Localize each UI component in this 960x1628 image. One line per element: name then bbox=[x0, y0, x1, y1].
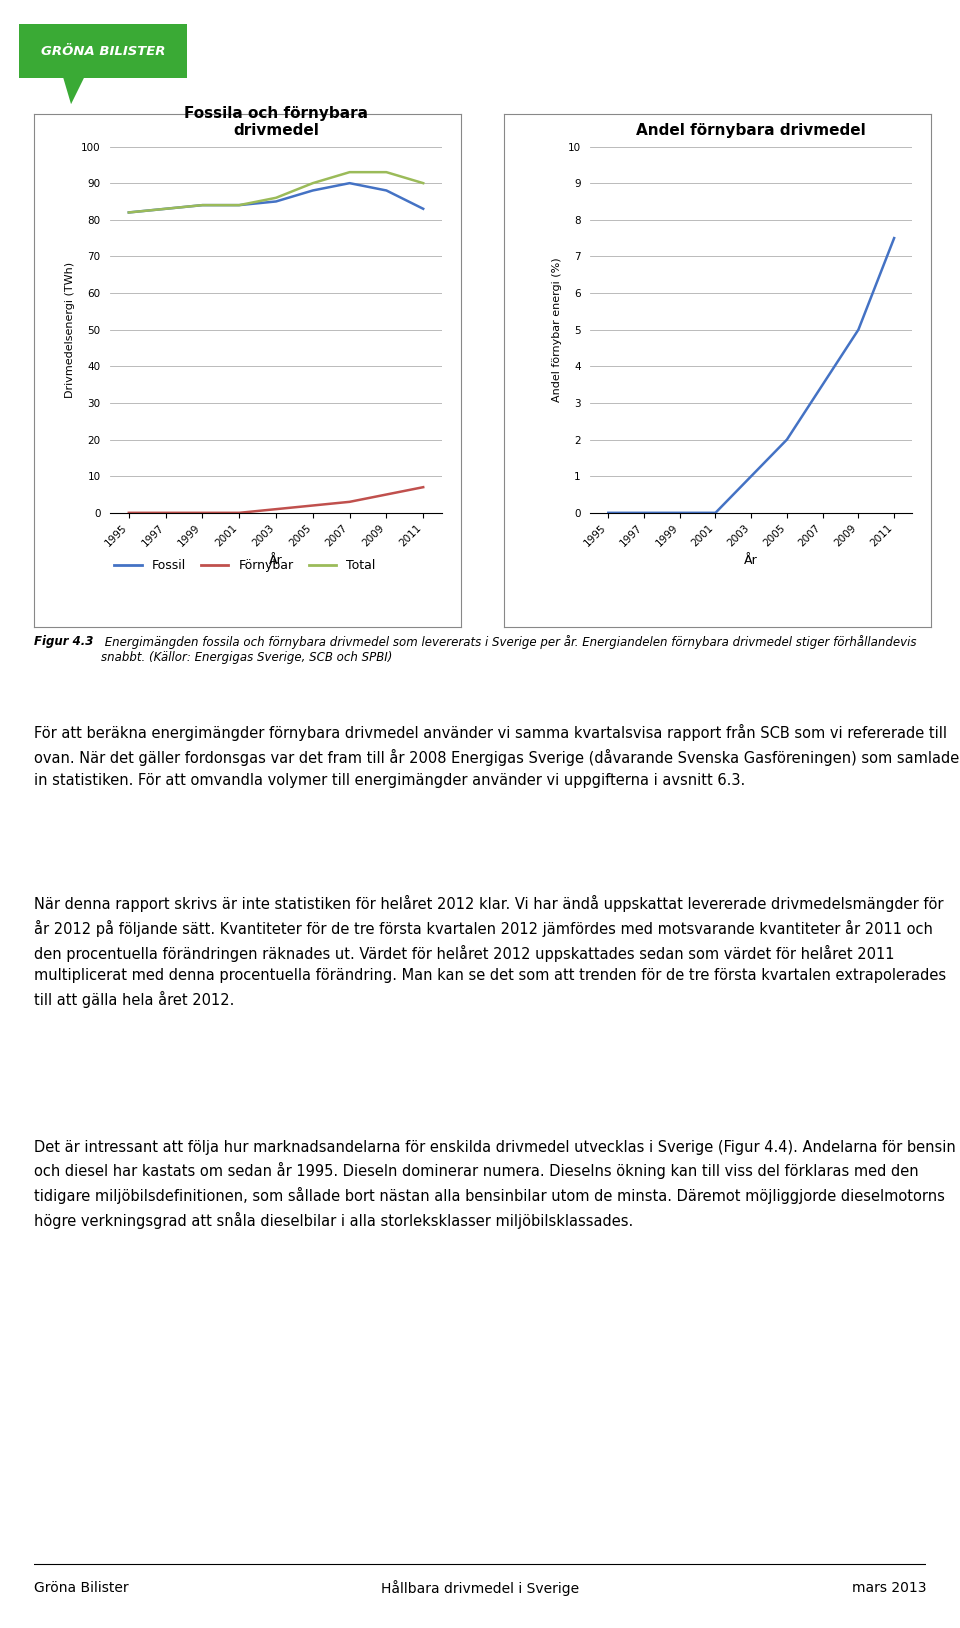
Text: Energimängden fossila och förnybara drivmedel som levererats i Sverige per år. E: Energimängden fossila och förnybara driv… bbox=[101, 635, 916, 664]
Text: Hållbara drivmedel i Sverige: Hållbara drivmedel i Sverige bbox=[381, 1581, 579, 1595]
Text: När denna rapport skrivs är inte statistiken för helåret 2012 klar. Vi har ändå : När denna rapport skrivs är inte statist… bbox=[34, 895, 946, 1008]
X-axis label: År: År bbox=[269, 554, 283, 567]
X-axis label: År: År bbox=[744, 554, 758, 567]
Title: Andel förnybara drivmedel: Andel förnybara drivmedel bbox=[636, 124, 866, 138]
Text: Det är intressant att följa hur marknadsandelarna för enskilda drivmedel utveckl: Det är intressant att följa hur marknads… bbox=[34, 1140, 955, 1229]
Text: Figur 4.3: Figur 4.3 bbox=[34, 635, 93, 648]
Polygon shape bbox=[62, 75, 85, 104]
Legend: Fossil, Förnybar, Total: Fossil, Förnybar, Total bbox=[109, 554, 380, 578]
Y-axis label: Andel förnybar energi (%): Andel förnybar energi (%) bbox=[552, 257, 562, 402]
Text: GRÖNA BILISTER: GRÖNA BILISTER bbox=[41, 46, 165, 57]
Text: Gröna Bilister: Gröna Bilister bbox=[34, 1581, 129, 1595]
Text: mars 2013: mars 2013 bbox=[852, 1581, 926, 1595]
Title: Fossila och förnybara
drivmedel: Fossila och förnybara drivmedel bbox=[184, 106, 368, 138]
Text: För att beräkna energimängder förnybara drivmedel använder vi samma kvartalsvisa: För att beräkna energimängder förnybara … bbox=[34, 724, 959, 788]
Y-axis label: Drivmedelsenergi (TWh): Drivmedelsenergi (TWh) bbox=[65, 262, 76, 397]
